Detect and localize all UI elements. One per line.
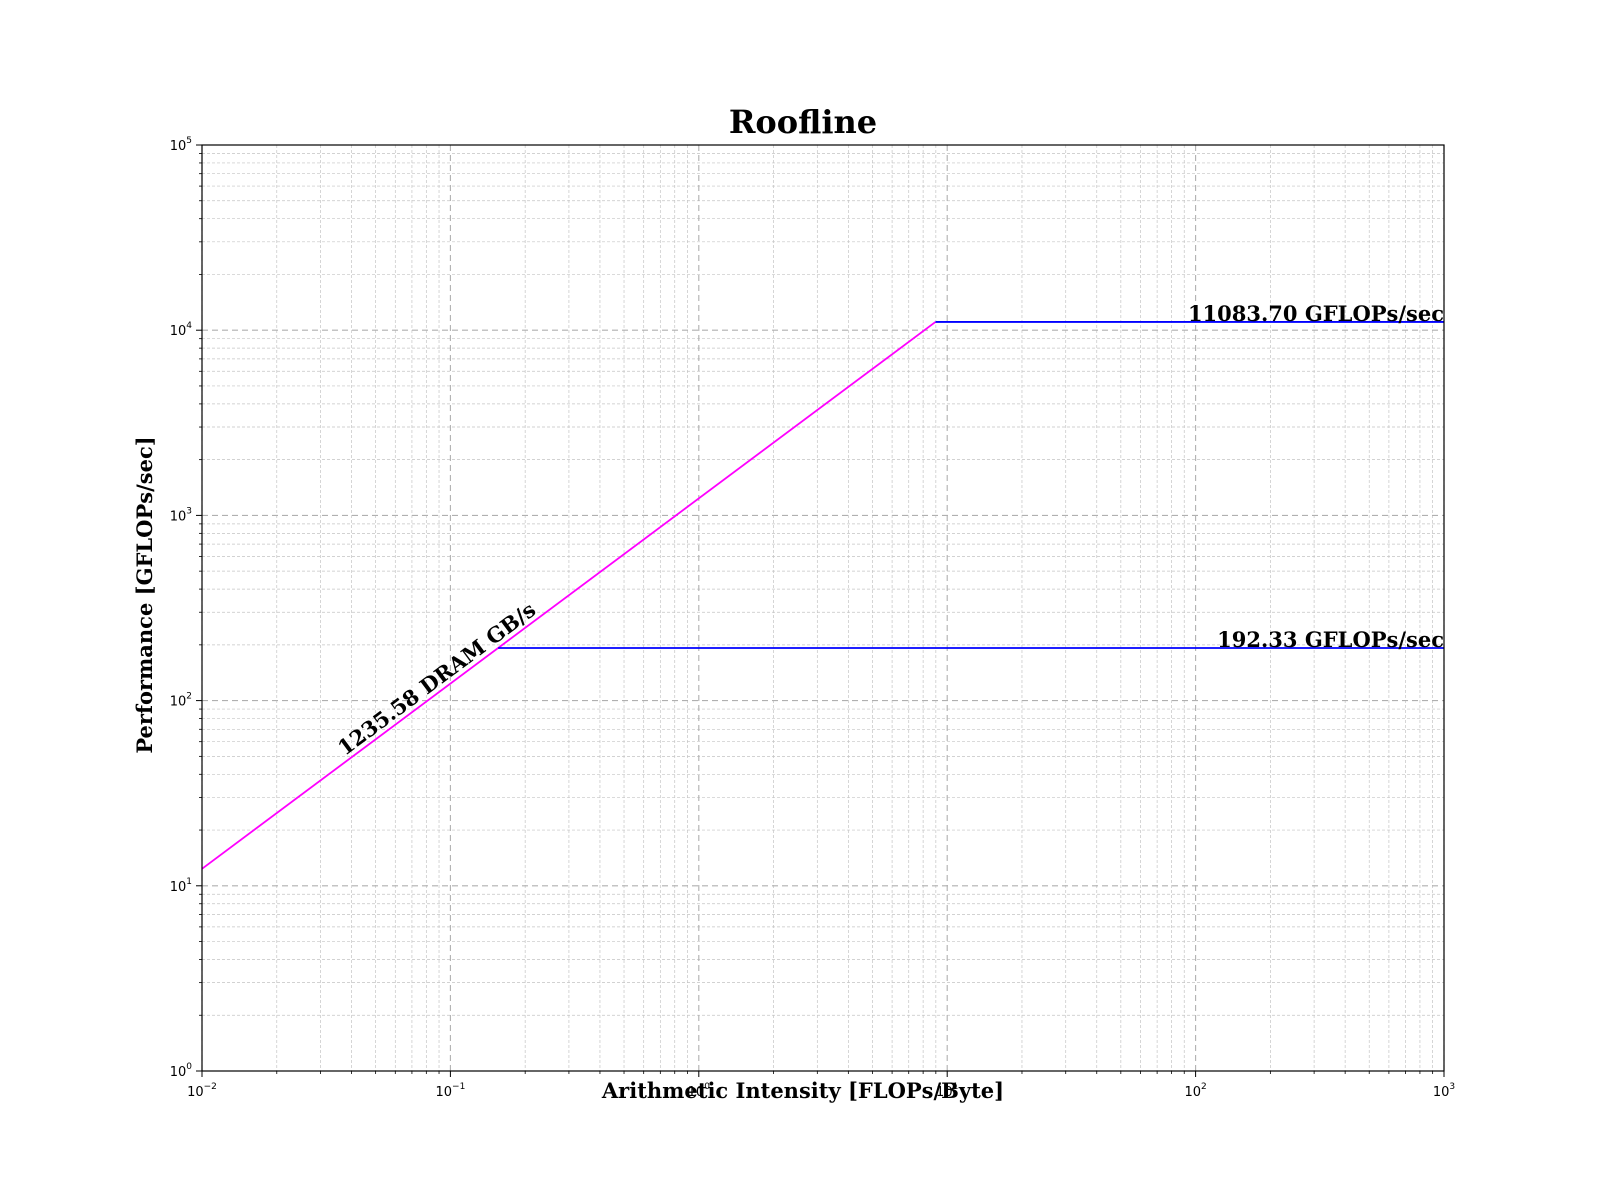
x-tick-label: 103 [1433, 1082, 1455, 1100]
x-tick-label: 102 [1184, 1082, 1206, 1100]
compute-ceiling-label: 11083.70 GFLOPs/sec [1188, 301, 1444, 326]
y-axis-label: Performance [GFLOPs/sec] [132, 436, 157, 753]
y-tick-label: 102 [170, 692, 192, 710]
plot-frame [201, 144, 1445, 1072]
y-tick-label: 104 [170, 321, 193, 339]
dram-bandwidth-line [201, 321, 937, 870]
x-tick-label: 10−1 [435, 1082, 465, 1100]
y-tick-label: 105 [170, 136, 192, 154]
roof-labels: 1235.58 DRAM GB/s 11083.70 GFLOPs/sec 192.… [333, 301, 1444, 760]
axis-ticks: 10−2 10−1 100 101 102 103 100 101 102 103 104 105 [170, 136, 1455, 1100]
roofline-series [201, 321, 1444, 870]
minor-gridlines [202, 145, 1444, 1071]
chart-title: Roofline [729, 103, 877, 141]
x-axis-label: Arithmetic Intensity [FLOPs/Byte] [601, 1078, 1004, 1103]
compute-ceiling-label: 192.33 GFLOPs/sec [1217, 627, 1444, 652]
y-tick-label: 103 [170, 506, 192, 524]
x-tick-label: 101 [936, 1082, 958, 1100]
x-tick-label: 10−2 [187, 1082, 217, 1100]
y-tick-label: 100 [170, 1062, 193, 1080]
x-tick-label: 100 [688, 1082, 711, 1100]
major-gridlines [201, 144, 1445, 1072]
dram-bandwidth-label: 1235.58 DRAM GB/s [333, 597, 540, 760]
y-tick-label: 101 [170, 877, 192, 895]
